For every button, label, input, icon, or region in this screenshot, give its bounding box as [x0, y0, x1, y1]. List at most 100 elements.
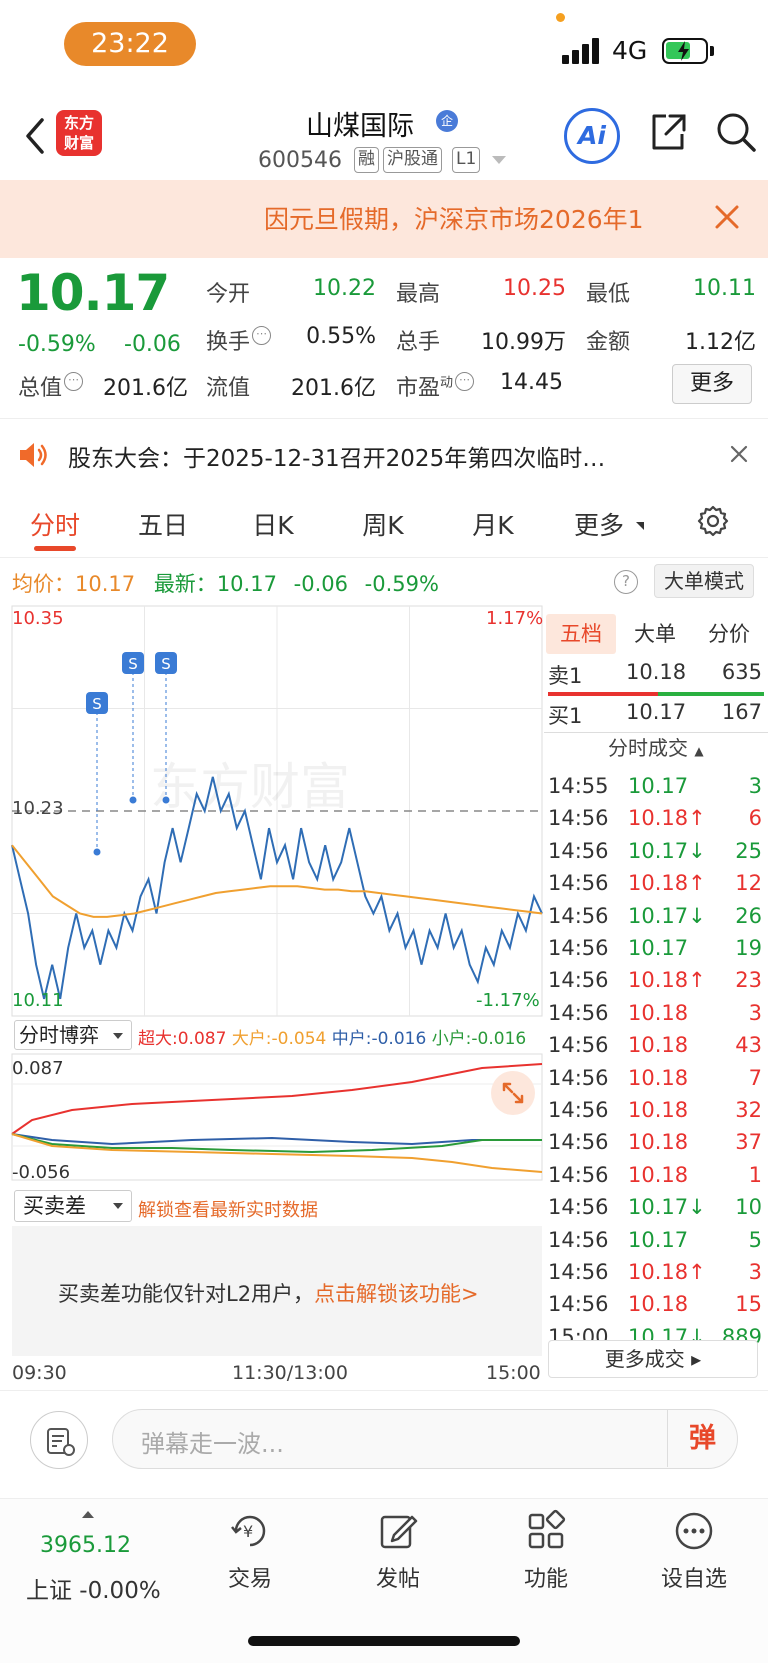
rtab-five-level[interactable]: 五档 [546, 614, 616, 654]
last-price: 10.17 [16, 264, 170, 322]
header: 东方 财富 山煤国际 企 600546 融 沪股通 L1 Ai [0, 96, 768, 180]
pe-label[interactable]: 市盈动 ⋯ [396, 370, 475, 402]
trade-row: 14:56 10.18↑ 23 [548, 968, 762, 993]
sell-ratio-bar [548, 692, 658, 696]
info-icon: ⋯ [455, 372, 475, 391]
tab-monthly-k[interactable]: 月K [472, 511, 514, 540]
l2-locked-panel [12, 1226, 542, 1356]
app-logo[interactable]: 东方 财富 [56, 110, 102, 156]
ai-button[interactable]: Ai [564, 108, 620, 164]
bottom-nav: 3965.12 上证 -0.00% ¥ 交易 发帖 功能 设自选 [0, 1498, 768, 1663]
tab-intraday[interactable]: 分时 [29, 511, 80, 540]
trades-header[interactable]: 分时成交 ▲ [608, 736, 704, 760]
note-icon [47, 1428, 75, 1456]
close-icon[interactable] [728, 443, 750, 465]
index-ticker[interactable]: 3965.12 上证 -0.00% [0, 1499, 170, 1609]
trade-row: 14:56 10.17↓ 25 [548, 838, 762, 863]
trade-row: 14:56 10.17↓ 10 [548, 1195, 762, 1220]
nav-functions[interactable]: 功能 [486, 1509, 606, 1593]
rtab-big-order[interactable]: 大单 [634, 622, 676, 646]
announcement-bar[interactable]: 股东大会：于2025-12-31召开2025年第四次临时… [0, 418, 768, 488]
avg-line [11, 844, 543, 918]
time-axis-start: 09:30 [12, 1362, 67, 1384]
watermark-text: 东方财富 [150, 758, 350, 816]
help-icon[interactable]: ? [614, 570, 638, 594]
time-axis-end: 15:00 [486, 1362, 541, 1384]
trade-row: 14:56 10.18 3 [548, 1000, 762, 1025]
signal-marker-label: S [92, 695, 102, 713]
signal-point [93, 848, 101, 856]
pct-axis-max: 1.17% [486, 608, 544, 629]
unlock-realtime-link[interactable]: 解锁查看最新实时数据 [138, 1200, 318, 1221]
tag-level[interactable]: L1 [452, 147, 481, 173]
chevron-down-icon[interactable] [492, 156, 506, 164]
tag-connect[interactable]: 沪股通 [383, 147, 442, 173]
tag-margin[interactable]: 融 [354, 147, 379, 173]
buy1-label: 买1 [548, 704, 583, 728]
tab-weekly-k[interactable]: 周K [362, 511, 404, 540]
unlock-feature-link[interactable]: 点击解锁该功能> [314, 1282, 479, 1306]
price-line [11, 776, 543, 1000]
trade-row: 14:56 10.17↓ 26 [548, 903, 762, 928]
l2-message: 买卖差功能仅针对L2用户，点击解锁该功能> [58, 1282, 479, 1306]
tab-more[interactable]: 更多 [573, 511, 624, 540]
back-icon[interactable] [20, 116, 50, 156]
avg-price-row: 均价：10.17 最新：10.17 -0.06 -0.59% [12, 572, 439, 596]
trade-row: 14:56 10.17 19 [548, 936, 762, 960]
big-order-mode-button[interactable]: 大单模式 [654, 564, 754, 598]
trade-row: 14:56 10.18 37 [548, 1130, 762, 1155]
nav-trade[interactable]: ¥ 交易 [190, 1509, 310, 1593]
stock-code: 600546 [258, 148, 342, 173]
rtab-price-dist[interactable]: 分价 [708, 622, 750, 646]
tab-five-day[interactable]: 五日 [137, 511, 188, 540]
battery-icon [662, 38, 708, 64]
signal-marker-label: S [161, 655, 171, 673]
signal-icon [562, 38, 602, 64]
mktcap-label[interactable]: 总值 ⋯ [18, 370, 84, 402]
share-icon[interactable] [646, 110, 690, 154]
home-indicator [248, 1636, 520, 1646]
buy-ratio-bar [658, 692, 764, 696]
expand-icon[interactable] [490, 1070, 536, 1116]
nav-post[interactable]: 发帖 [338, 1509, 458, 1593]
speaker-icon [20, 443, 47, 467]
danmaku-input[interactable]: 弹幕走一波... 弹 [112, 1409, 738, 1469]
tab-daily-k[interactable]: 日K [252, 511, 294, 540]
flow-axis-min: -0.056 [12, 1162, 71, 1183]
edit-icon [380, 1515, 418, 1549]
caret-icon [636, 522, 644, 530]
open-label: 今开 [206, 282, 251, 307]
danmaku-send-button[interactable]: 弹 [667, 1410, 737, 1467]
search-icon[interactable] [714, 110, 758, 154]
flow-type-select[interactable]: 分时博弈 [14, 1020, 132, 1050]
announcement-text: 股东大会：于2025-12-31召开2025年第四次临时… [68, 446, 606, 472]
holiday-notice-banner[interactable]: 因元旦假期，沪深京市场2026年1 [0, 180, 768, 258]
more-dots-icon [675, 1512, 713, 1550]
svg-text:¥: ¥ [243, 1522, 253, 1541]
chevron-down-icon [113, 1033, 123, 1039]
change-amount: -0.06 [124, 332, 181, 357]
more-quote-button[interactable]: 更多 [672, 364, 752, 404]
change-percent: -0.59% [18, 332, 96, 357]
comment-bar: 弹幕走一波... 弹 [0, 1390, 768, 1490]
caret-up-icon [82, 1511, 94, 1518]
intraday-chart[interactable]: 东方财富 S S S [0, 604, 544, 1384]
spread-select[interactable]: 买卖差 [14, 1190, 132, 1222]
flow-line [11, 1063, 543, 1135]
trade-row: 14:56 10.18 1 [548, 1162, 762, 1187]
time-axis-mid: 11:30/13:00 [232, 1362, 348, 1384]
low-value: 10.11 [693, 276, 756, 301]
more-trades-button[interactable]: 更多成交 ▸ [548, 1340, 758, 1378]
amount-label: 金额 [586, 330, 631, 355]
turnover-label[interactable]: 换手 ⋯ [206, 324, 272, 356]
grid-icon [528, 1509, 566, 1549]
nav-add-watchlist[interactable]: 设自选 [634, 1509, 754, 1593]
gear-icon[interactable] [696, 504, 730, 538]
flow-line [11, 1133, 542, 1146]
note-button[interactable] [30, 1411, 88, 1469]
close-icon[interactable] [712, 202, 742, 232]
signal-marker [122, 652, 144, 674]
buy1-price: 10.17 [626, 700, 687, 724]
trade-row: 14:56 10.18↑ 12 [548, 871, 762, 896]
trade-row: 14:56 10.18↑ 3 [548, 1260, 762, 1284]
